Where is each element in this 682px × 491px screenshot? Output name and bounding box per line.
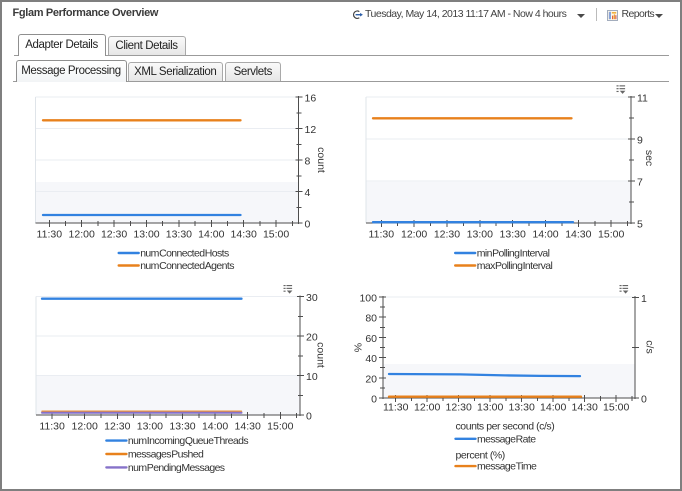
svg-text:13:00: 13:00 [137,421,163,433]
svg-text:12:00: 12:00 [72,421,98,433]
svg-text:message Time: message Time [477,461,537,473]
svg-text:13:00: 13:00 [477,402,503,414]
svg-text:14:30: 14:30 [235,421,261,433]
svg-text:sec: sec [643,150,655,166]
svg-text:c/s: c/s [644,340,656,353]
svg-text:13:30: 13:30 [169,421,195,433]
svg-text:num Incoming Queue Threads: num Incoming Queue Threads [128,435,248,447]
svg-text:10: 10 [306,371,318,383]
svg-text:13:00: 13:00 [467,229,493,241]
svg-text:num Connected Hosts: num Connected Hosts [140,248,229,260]
svg-text:15:00: 15:00 [267,421,293,433]
svg-text:11:30: 11:30 [383,402,409,414]
svg-text:16: 16 [305,93,317,105]
svg-text:14:00: 14:00 [540,402,566,414]
svg-text:%: % [352,343,364,352]
svg-text:60: 60 [365,333,377,345]
svg-text:14:00: 14:00 [198,229,224,241]
svg-text:num Connected Agents: num Connected Agents [140,260,234,272]
svg-text:13:30: 13:30 [166,229,192,241]
svg-text:max Polling Interval: max Polling Interval [477,260,553,272]
svg-text:14:30: 14:30 [572,402,598,414]
svg-text:count: count [315,342,327,368]
svg-text:0: 0 [306,411,312,423]
svg-text:11:30: 11:30 [39,421,65,433]
svg-text:12: 12 [305,124,317,136]
svg-text:12:00: 12:00 [401,229,427,241]
svg-text:20: 20 [306,332,318,344]
svg-text:12:30: 12:30 [101,229,127,241]
svg-text:15:00: 15:00 [603,402,629,414]
svg-text:count: count [315,147,327,173]
svg-text:8: 8 [305,156,311,168]
svg-text:12:00: 12:00 [69,229,95,241]
svg-text:13:30: 13:30 [500,229,526,241]
svg-text:30: 30 [306,292,318,304]
svg-text:14:30: 14:30 [231,229,257,241]
svg-text:7: 7 [637,177,643,189]
svg-text:40: 40 [365,353,377,365]
svg-text:9: 9 [637,135,643,147]
svg-text:14:00: 14:00 [202,421,228,433]
svg-text:14:30: 14:30 [565,229,591,241]
svg-text:num Pending Messages: num Pending Messages [128,462,225,474]
svg-text:15:00: 15:00 [263,229,289,241]
svg-text:13:00: 13:00 [133,229,159,241]
svg-text:4: 4 [305,187,311,199]
svg-text:0: 0 [641,394,647,406]
svg-text:15:00: 15:00 [598,229,624,241]
svg-text:min Polling Interval: min Polling Interval [477,248,550,260]
svg-text:0: 0 [371,394,377,406]
svg-text:14:00: 14:00 [532,229,558,241]
svg-text:messages Pushed: messages Pushed [128,449,204,461]
svg-text:12:30: 12:30 [104,421,130,433]
svg-text:20: 20 [365,373,377,385]
svg-text:12:30: 12:30 [434,229,460,241]
svg-text:13:30: 13:30 [509,402,535,414]
svg-text:100: 100 [359,293,377,305]
svg-text:message Rate: message Rate [477,433,536,445]
svg-text:0: 0 [305,219,311,231]
svg-text:12:00: 12:00 [414,402,440,414]
svg-text:11: 11 [637,93,648,105]
svg-text:counts per second (c/s): counts per second (c/s) [456,420,555,432]
svg-text:5: 5 [637,219,643,231]
svg-text:12:30: 12:30 [446,402,472,414]
svg-text:11:30: 11:30 [369,229,395,241]
svg-text:80: 80 [365,313,377,325]
svg-text:11:30: 11:30 [37,229,63,241]
svg-text:1: 1 [641,293,647,305]
svg-text:percent (%): percent (%) [456,449,505,461]
